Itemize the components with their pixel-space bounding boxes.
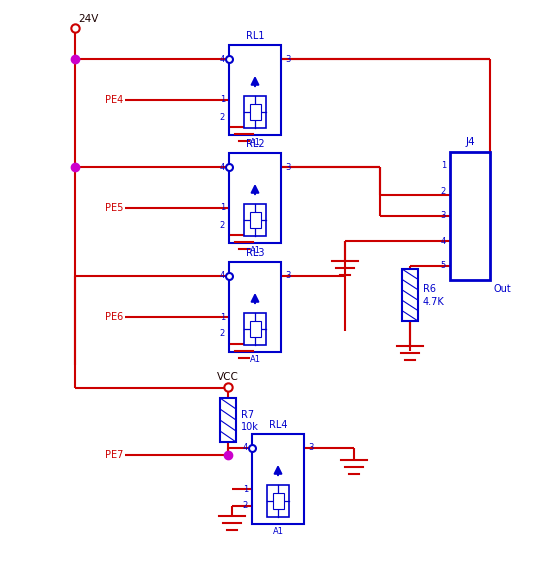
Text: PE7: PE7 <box>104 450 123 460</box>
Bar <box>450 152 490 280</box>
Bar <box>249 212 261 228</box>
Text: 2: 2 <box>220 112 225 121</box>
Bar <box>244 204 266 236</box>
Bar <box>402 269 418 321</box>
Bar <box>244 313 266 345</box>
Text: 24V: 24V <box>78 14 98 24</box>
Bar <box>273 493 283 509</box>
Text: A1: A1 <box>249 355 261 364</box>
Bar <box>220 398 236 442</box>
Text: 3: 3 <box>285 55 291 64</box>
Bar <box>229 45 281 135</box>
Text: J4: J4 <box>465 137 475 147</box>
Text: 1: 1 <box>220 95 225 104</box>
Text: 2: 2 <box>220 329 225 338</box>
Text: 4: 4 <box>220 271 225 280</box>
Text: 1: 1 <box>441 161 446 170</box>
Bar <box>249 104 261 120</box>
Text: A1: A1 <box>273 527 283 536</box>
Text: 5: 5 <box>441 262 446 271</box>
Text: 4: 4 <box>220 55 225 64</box>
Bar <box>229 262 281 352</box>
Text: 1: 1 <box>243 484 248 494</box>
Text: 10k: 10k <box>241 422 259 432</box>
Text: 2: 2 <box>220 221 225 230</box>
Text: RL1: RL1 <box>246 31 264 41</box>
Text: A1: A1 <box>249 246 261 255</box>
Text: PE4: PE4 <box>105 95 123 105</box>
Text: R7: R7 <box>241 410 254 420</box>
Bar <box>244 96 266 128</box>
Text: 1: 1 <box>220 312 225 321</box>
Text: 2: 2 <box>243 501 248 510</box>
Text: R6: R6 <box>423 284 436 294</box>
Text: 3: 3 <box>308 443 313 452</box>
Text: RL3: RL3 <box>246 248 264 258</box>
Text: PE5: PE5 <box>104 203 123 213</box>
Bar <box>252 434 304 524</box>
Text: 3: 3 <box>285 271 291 280</box>
Text: PE6: PE6 <box>105 312 123 322</box>
Text: RL4: RL4 <box>269 420 287 430</box>
Text: A1: A1 <box>249 138 261 147</box>
Text: 4.7K: 4.7K <box>423 297 445 307</box>
Text: 4: 4 <box>441 236 446 245</box>
Text: 3: 3 <box>285 162 291 171</box>
Text: VCC: VCC <box>217 372 239 382</box>
Text: 4: 4 <box>220 162 225 171</box>
Text: 2: 2 <box>441 187 446 196</box>
Bar <box>229 153 281 243</box>
Text: Out: Out <box>494 284 512 294</box>
Text: 4: 4 <box>243 443 248 452</box>
Bar <box>249 321 261 337</box>
Text: 3: 3 <box>440 212 446 221</box>
Bar <box>267 485 289 517</box>
Text: RL2: RL2 <box>246 139 265 149</box>
Text: 1: 1 <box>220 204 225 213</box>
